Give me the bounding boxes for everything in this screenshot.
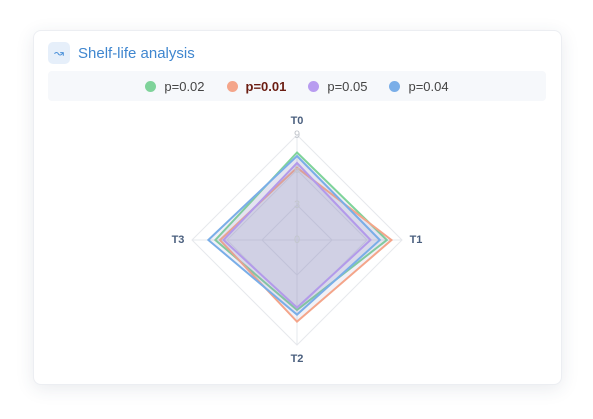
legend-item[interactable]: p=0.04 — [389, 78, 449, 94]
legend-swatch — [226, 80, 238, 92]
series-area — [222, 161, 372, 310]
legend-swatch — [389, 80, 401, 92]
chart-title: Shelf-life analysis — [78, 44, 195, 62]
legend-label: p=0.04 — [408, 78, 449, 94]
series-area — [206, 154, 382, 316]
axis-label: T0 — [291, 115, 304, 127]
r-tick-label: 6 — [294, 164, 300, 176]
r-tick-label: 3 — [294, 199, 300, 211]
axis-label: T3 — [172, 234, 185, 246]
legend-item[interactable]: p=0.05 — [308, 79, 367, 94]
legend-swatch — [308, 80, 320, 92]
legend-item[interactable]: p=0.01 — [226, 78, 287, 94]
legend-item[interactable]: p=0.02 — [145, 78, 205, 94]
r-tick-label: 9 — [294, 129, 300, 141]
axis-label: T1 — [410, 234, 423, 246]
chart-icon: ↝ — [48, 42, 70, 64]
legend-label: p=0.05 — [327, 78, 368, 94]
legend-label: p=0.01 — [245, 78, 287, 94]
legend: p=0.02 p=0.01 p=0.05 p=0.04 — [48, 71, 546, 101]
legend-swatch — [145, 80, 157, 92]
legend-label: p=0.02 — [164, 78, 205, 94]
axis-label: T2 — [291, 353, 304, 365]
header: ↝ Shelf-life analysis — [48, 42, 195, 64]
r-tick-label: 0 — [294, 234, 300, 246]
